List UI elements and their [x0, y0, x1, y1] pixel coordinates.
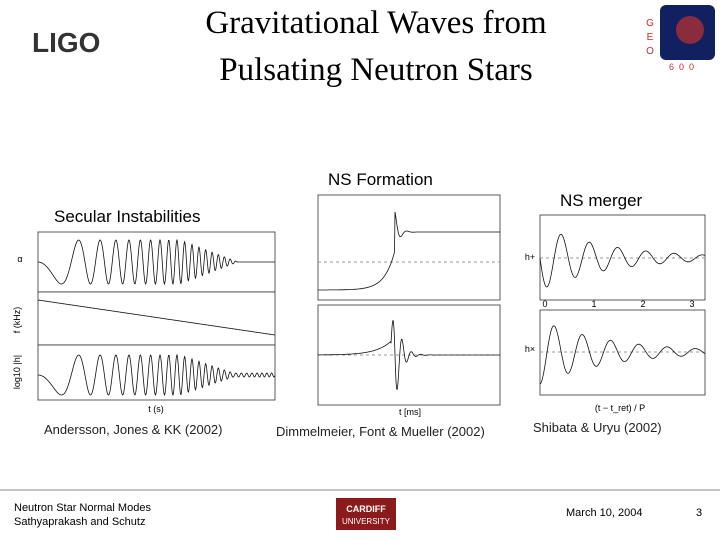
x-tick-label: 3 [689, 299, 694, 309]
axis-label: h× [525, 344, 535, 354]
panel-heading: NS Formation [328, 170, 433, 189]
panel-caption: Shibata & Uryu (2002) [533, 420, 662, 435]
x-tick-label: 1 [591, 299, 596, 309]
panel-heading: Secular Instabilities [54, 207, 200, 226]
plot-frame [37, 231, 276, 293]
waveform [539, 325, 706, 385]
cardiff-logo-text: UNIVERSITY [342, 517, 391, 526]
axis-label: α [17, 254, 22, 264]
footer-text: Neutron Star Normal Modes [14, 502, 151, 514]
axis-label: t [ms] [399, 407, 421, 417]
waveform [539, 233, 706, 288]
axis-label: h+ [525, 252, 535, 262]
plot-frame [37, 291, 276, 346]
plot-frame [539, 214, 706, 301]
panel-heading: NS merger [560, 191, 643, 210]
waveform [318, 320, 500, 390]
plot-images [37, 194, 706, 406]
panel-caption: Andersson, Jones & KK (2002) [44, 422, 223, 437]
waveform [37, 299, 276, 336]
title-line: Pulsating Neutron Stars [219, 52, 532, 88]
ligo-logo: LIGO [32, 27, 100, 58]
page-number: 3 [696, 507, 702, 519]
waveform [318, 211, 500, 291]
geo-letter: E [647, 32, 654, 43]
geo-number: 600 [669, 62, 699, 72]
plot-frame [317, 194, 501, 301]
axis-label: log10 |h| [12, 355, 22, 389]
geo-logo-decor [676, 16, 704, 44]
panel-caption: Dimmelmeier, Font & Mueller (2002) [276, 424, 485, 439]
x-tick-label: 0 [542, 299, 547, 309]
axis-label: f (kHz) [12, 307, 22, 334]
geo-letter: O [646, 46, 654, 57]
x-tick-label: 2 [640, 299, 645, 309]
waveform [38, 353, 276, 397]
title-line: Gravitational Waves from [205, 5, 547, 41]
axis-label: t (s) [148, 404, 164, 414]
cardiff-logo [336, 498, 396, 530]
footer-text: Sathyaprakash and Schutz [14, 516, 145, 528]
geo-letter: G [646, 18, 654, 29]
axis-label: (t − t_ret) / P [595, 403, 645, 413]
waveform [38, 238, 275, 286]
cardiff-logo-text: CARDIFF [346, 504, 386, 514]
footer-date: March 10, 2004 [566, 507, 642, 519]
